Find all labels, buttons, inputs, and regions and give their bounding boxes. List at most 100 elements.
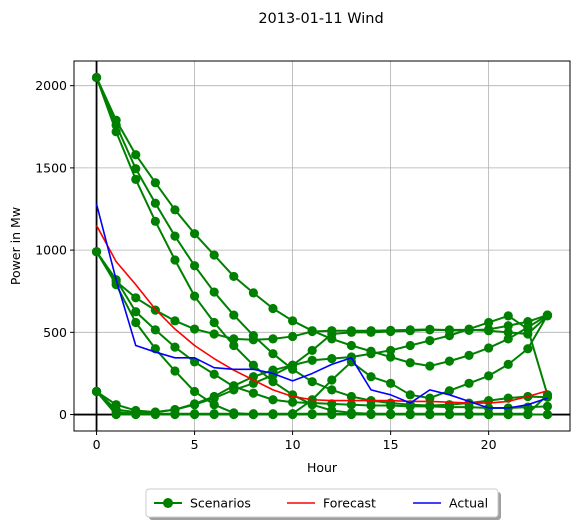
- scenario-point: [386, 409, 396, 420]
- y-ticks: 0 500 1000 1500 2000: [35, 78, 74, 422]
- scenario-point: [287, 316, 298, 326]
- scenario-point: [170, 409, 180, 420]
- scenario-point: [327, 385, 337, 395]
- scenario-point: [503, 334, 513, 344]
- scenario-point: [523, 409, 533, 420]
- x-ticks: 0 5 10 15 20: [93, 431, 497, 452]
- scenario-point: [425, 409, 435, 420]
- scenario-point: [484, 317, 494, 328]
- y-tick-label: 1000: [35, 243, 67, 258]
- scenario-point: [366, 349, 376, 359]
- scenario-point: [346, 400, 357, 410]
- scenario-point: [542, 311, 553, 321]
- y-tick-label: 1500: [35, 160, 67, 175]
- scenario-point: [150, 409, 160, 420]
- scenario-point: [189, 261, 200, 271]
- scenario-point: [366, 372, 376, 382]
- scenario-point: [111, 127, 121, 137]
- scenario-point: [366, 327, 376, 337]
- scenario-point: [248, 388, 258, 398]
- scenario-point: [464, 350, 474, 360]
- scenario-point: [464, 324, 474, 334]
- x-axis-label: Hour: [307, 460, 338, 475]
- scenario-point: [523, 317, 533, 327]
- scenario-point: [209, 400, 219, 410]
- scenario-point: [209, 369, 219, 379]
- scenario-point: [170, 366, 180, 376]
- scenario-point: [229, 271, 239, 282]
- scenario-point: [405, 340, 415, 351]
- scenario-point: [189, 229, 200, 239]
- legend-label-scenarios: Scenarios: [190, 496, 251, 511]
- scenario-point: [366, 400, 376, 411]
- scenario-point: [189, 386, 200, 397]
- scenario-point: [170, 205, 180, 215]
- scenario-point: [503, 409, 513, 420]
- scenario-point: [170, 255, 180, 265]
- scenario-point: [131, 174, 141, 184]
- scenario-point: [484, 371, 494, 381]
- scenario-point: [131, 307, 141, 317]
- scenario-point: [444, 409, 455, 420]
- scenario-point: [366, 409, 376, 420]
- scenario-point: [189, 409, 200, 420]
- scenario-point: [464, 402, 474, 412]
- scenario-point: [386, 400, 396, 411]
- scenario-point: [150, 216, 160, 226]
- scenario-point: [91, 386, 102, 397]
- scenario-point: [268, 377, 278, 387]
- scenario-point: [346, 409, 357, 420]
- scenario-point: [425, 325, 435, 335]
- scenario-point: [209, 287, 219, 297]
- scenario-point: [209, 409, 219, 420]
- scenario-point: [327, 409, 337, 420]
- scenario-line: [95, 251, 548, 341]
- scenario-line: [95, 77, 548, 368]
- scenario-point: [405, 326, 415, 336]
- scenario-point: [229, 381, 239, 391]
- actual-line: [95, 203, 548, 409]
- scenario-line: [95, 251, 549, 416]
- scenario-point: [307, 377, 317, 387]
- x-tick-label: 10: [285, 437, 301, 452]
- scenario-point: [484, 409, 494, 420]
- scenario-point: [346, 327, 357, 337]
- legend-label-forecast: Forecast: [323, 496, 376, 511]
- scenario-point: [444, 402, 455, 412]
- scenario-series: [91, 386, 553, 420]
- x-tick-label: 20: [481, 437, 497, 452]
- scenario-series: [91, 72, 553, 371]
- scenario-point: [229, 310, 239, 320]
- scenario-point: [131, 409, 141, 420]
- scenario-point: [287, 409, 298, 420]
- scenario-point: [131, 293, 141, 303]
- scenario-point: [425, 401, 435, 411]
- scenario-point: [268, 334, 278, 344]
- scenario-point: [131, 150, 141, 160]
- legend-marker-scenarios: [163, 498, 173, 508]
- scenario-point: [307, 326, 317, 337]
- scenario-point: [209, 391, 219, 402]
- scenario-point: [307, 409, 317, 420]
- scenario-point: [542, 390, 553, 400]
- scenario-point: [386, 352, 396, 362]
- scenario-point: [287, 360, 298, 370]
- scenario-point: [327, 329, 337, 339]
- scenario-point: [111, 409, 121, 420]
- scenario-point: [346, 391, 357, 402]
- y-tick-label: 0: [59, 407, 67, 422]
- scenario-point: [150, 325, 160, 335]
- scenario-point: [405, 401, 415, 411]
- scenario-point: [248, 288, 258, 298]
- scenario-point: [229, 340, 239, 351]
- scenario-point: [170, 316, 180, 326]
- scenario-point: [229, 409, 239, 420]
- scenario-point: [503, 321, 513, 331]
- y-axis-label: Power in Mw: [8, 207, 23, 285]
- scenario-point: [346, 352, 357, 362]
- scenario-point: [542, 401, 553, 411]
- scenario-point: [425, 361, 435, 371]
- legend-box: [145, 488, 499, 518]
- scenario-line: [95, 77, 548, 416]
- scenario-point: [327, 375, 337, 385]
